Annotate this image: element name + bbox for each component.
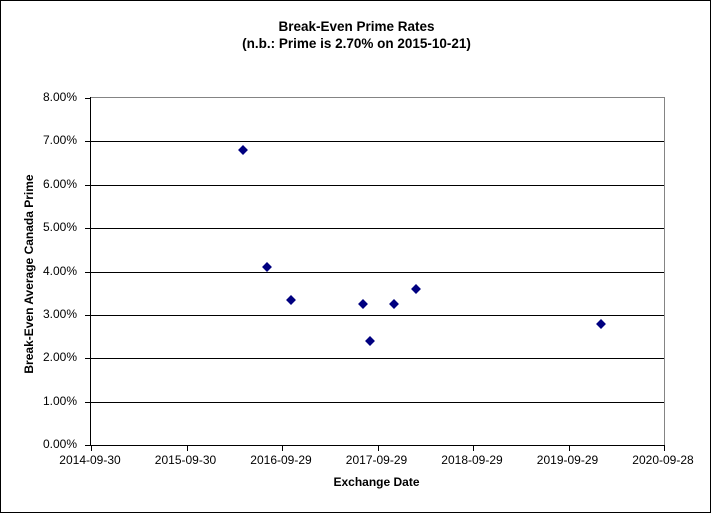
x-axis-title: Exchange Date bbox=[333, 475, 420, 489]
gridline bbox=[91, 314, 664, 316]
y-tick-label: 4.00% bbox=[42, 263, 77, 278]
x-axis-tick bbox=[186, 445, 188, 451]
x-tick-label: 2015-09-30 bbox=[154, 453, 217, 467]
x-axis-tick bbox=[282, 445, 283, 451]
y-axis-tick bbox=[85, 184, 91, 186]
data-point-diamond bbox=[389, 299, 400, 309]
gridline bbox=[91, 401, 664, 403]
data-point-diamond bbox=[286, 294, 297, 305]
y-tick-label: 6.00% bbox=[42, 176, 77, 191]
y-axis-tick bbox=[85, 98, 91, 99]
chart-title-line2: (n.b.: Prime is 2.70% on 2015-10-21) bbox=[242, 36, 471, 51]
gridline bbox=[91, 141, 664, 143]
x-tick-label: 2019-09-29 bbox=[536, 453, 599, 467]
chart-title-line1: Break-Even Prime Rates bbox=[278, 19, 435, 34]
data-point-diamond bbox=[411, 283, 422, 294]
gridline bbox=[91, 184, 664, 186]
y-tick-label: 1.00% bbox=[42, 393, 77, 408]
x-tick-label: 2014-09-30 bbox=[59, 453, 121, 467]
y-tick-label: 0.00% bbox=[42, 437, 77, 451]
plot-area bbox=[85, 97, 665, 451]
gridline bbox=[91, 228, 664, 230]
y-axis-tick bbox=[85, 314, 91, 316]
x-axis-tick bbox=[377, 445, 379, 451]
y-tick-label: 8.00% bbox=[42, 90, 77, 104]
data-point-diamond bbox=[357, 299, 368, 309]
data-point-diamond bbox=[596, 318, 607, 329]
y-axis-tick bbox=[85, 141, 91, 143]
y-axis-tick bbox=[85, 401, 91, 403]
x-axis-tick bbox=[91, 445, 92, 451]
y-axis-tick bbox=[85, 228, 91, 230]
y-axis-tick bbox=[85, 445, 91, 446]
x-axis-tick bbox=[568, 445, 570, 451]
y-tick-label: 3.00% bbox=[42, 306, 77, 321]
x-tick-label: 2018-09-29 bbox=[441, 453, 503, 467]
y-tick-label: 5.00% bbox=[42, 220, 77, 235]
y-axis-tick bbox=[85, 271, 91, 273]
x-tick-label: 2017-09-29 bbox=[345, 453, 408, 467]
x-axis-tick bbox=[664, 445, 665, 451]
y-tick-label: 2.00% bbox=[42, 350, 77, 365]
x-axis-tick bbox=[473, 445, 474, 451]
data-point-diamond bbox=[365, 335, 376, 346]
x-tick-label: 2016-09-29 bbox=[250, 453, 312, 467]
gridline bbox=[91, 358, 664, 360]
gridline bbox=[91, 271, 664, 273]
y-tick-label: 7.00% bbox=[42, 133, 77, 148]
x-tick-label: 2020-09-28 bbox=[632, 453, 694, 467]
chart-title: Break-Even Prime Rates (n.b.: Prime is 2… bbox=[1, 18, 710, 52]
data-point-diamond bbox=[237, 145, 248, 155]
y-axis-tick bbox=[85, 358, 91, 360]
